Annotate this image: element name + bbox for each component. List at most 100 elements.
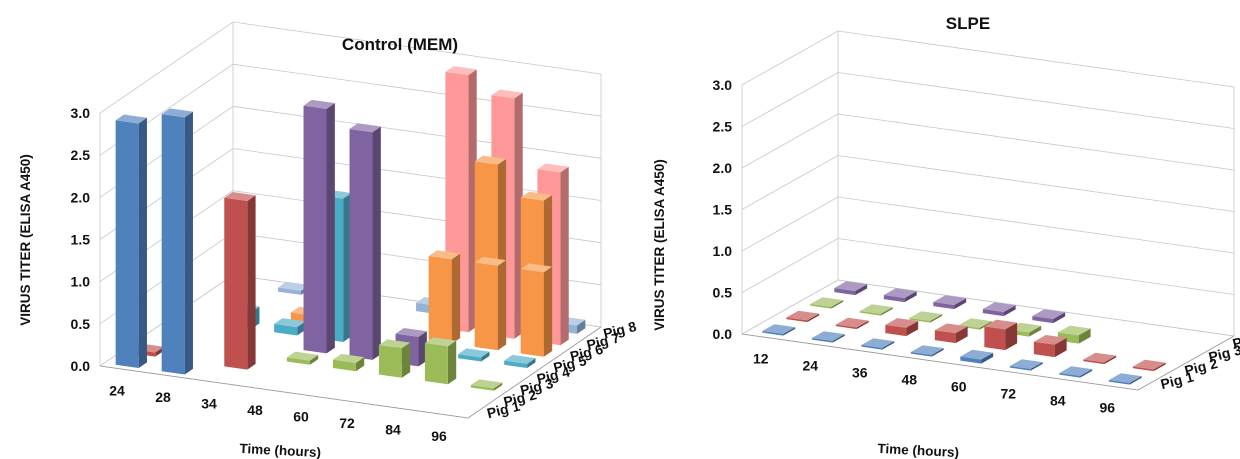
bar <box>984 319 1018 351</box>
x-tick-label: 12 <box>753 351 769 367</box>
left-x-axis-label: Time (hours) <box>239 441 321 459</box>
gridline <box>741 72 1235 129</box>
bar-front <box>115 120 139 369</box>
bar <box>861 338 895 350</box>
bar <box>224 192 256 370</box>
bar-top <box>1132 359 1166 370</box>
bar-front <box>378 345 402 378</box>
bar <box>286 351 319 365</box>
y-tick-label: 2.5 <box>71 147 91 163</box>
depth-tick-label: Pig 2 <box>502 386 539 410</box>
bar-side <box>1029 325 1042 337</box>
bar <box>303 99 335 354</box>
bar-top <box>984 319 1018 330</box>
bar <box>274 318 306 336</box>
bar-top <box>161 108 193 118</box>
bar-top <box>424 337 457 347</box>
bar <box>504 354 536 369</box>
bar-top <box>458 348 490 358</box>
bar-side <box>954 298 967 310</box>
bar-front <box>859 310 881 316</box>
bar-side <box>309 354 319 365</box>
bar-side <box>979 321 992 330</box>
bar-front <box>224 197 248 370</box>
depth-tick-label: Pig 5 <box>552 352 589 376</box>
bar <box>786 310 820 323</box>
right-y-ticks: 0.0 0.5 1.0 1.5 2.0 2.5 3.0 <box>713 77 733 342</box>
bar-front <box>910 351 932 357</box>
bar-side <box>577 319 586 334</box>
bar-top <box>1057 325 1091 336</box>
bar-top <box>1108 373 1142 383</box>
bar-side <box>906 321 919 337</box>
x-tick-label: 34 <box>201 395 217 411</box>
depth-tick-label: Pig 4 <box>1231 328 1240 352</box>
bar-side <box>1005 322 1018 351</box>
bar <box>1059 366 1093 378</box>
y-tick-label: 1.0 <box>713 243 733 259</box>
bar-side <box>1078 328 1091 344</box>
bar-side <box>493 382 503 391</box>
bar-side <box>401 342 411 378</box>
bar-front <box>982 309 1004 317</box>
bar-side <box>831 300 844 309</box>
bar-top <box>445 66 477 76</box>
bar-top <box>224 192 256 201</box>
bar-side <box>247 195 256 370</box>
bar-front <box>1032 316 1054 324</box>
bar-front <box>835 324 857 330</box>
bar-top <box>883 288 917 298</box>
y-tick-label: 3.0 <box>71 105 91 121</box>
bar-top <box>1059 366 1093 376</box>
bar-side <box>468 69 477 333</box>
bar-top <box>395 327 427 337</box>
bar-top <box>1009 359 1043 369</box>
depth-tick-label: Pig 8 <box>602 318 639 342</box>
y-tick-label: 2.0 <box>713 160 733 176</box>
y-tick-label: 1.5 <box>713 202 733 218</box>
bar-front <box>349 128 373 360</box>
bar-front <box>520 269 544 357</box>
bar-side <box>527 358 536 369</box>
bar-top <box>834 281 868 291</box>
bar-top <box>278 281 310 291</box>
bar-top <box>504 354 536 364</box>
control-mem-chart: 0.0 0.5 1.0 1.5 2.0 2.5 3.0 24 28 34 48 60 72 84 96 P… <box>18 21 638 459</box>
bar <box>520 263 553 357</box>
x-tick-label: 84 <box>1050 393 1066 409</box>
bar-top <box>982 302 1016 312</box>
bar <box>1009 359 1043 371</box>
bar-front <box>984 326 1006 351</box>
bar-side <box>155 346 164 357</box>
bar-front <box>811 337 833 343</box>
bar-top <box>835 317 869 328</box>
y-tick-label: 0.0 <box>71 358 91 374</box>
bar-front <box>861 344 883 350</box>
bar-front <box>504 360 528 369</box>
left-bars <box>115 66 586 391</box>
bar-side <box>297 321 306 336</box>
bar-side <box>497 260 507 351</box>
bar <box>834 281 868 296</box>
bar-top <box>474 256 507 266</box>
gridline <box>741 196 1235 254</box>
bar-top <box>933 295 967 305</box>
bar <box>474 256 507 351</box>
left-y-ticks: 0.0 0.5 1.0 1.5 2.0 2.5 3.0 <box>71 105 91 374</box>
bar-top <box>810 297 844 307</box>
bar <box>909 311 943 323</box>
bar-side <box>1104 355 1117 365</box>
bar-top <box>885 318 919 328</box>
gridline <box>741 113 1235 171</box>
depth-tick-label: Pig 3 <box>1207 341 1240 365</box>
y-tick-label: 3.0 <box>713 77 733 93</box>
x-axis-line <box>99 365 469 419</box>
bar-side <box>560 166 569 346</box>
depth-tick-label: Pig 7 <box>585 329 622 353</box>
gridline <box>741 30 1235 88</box>
bar <box>933 295 967 310</box>
bar-side <box>481 351 490 362</box>
